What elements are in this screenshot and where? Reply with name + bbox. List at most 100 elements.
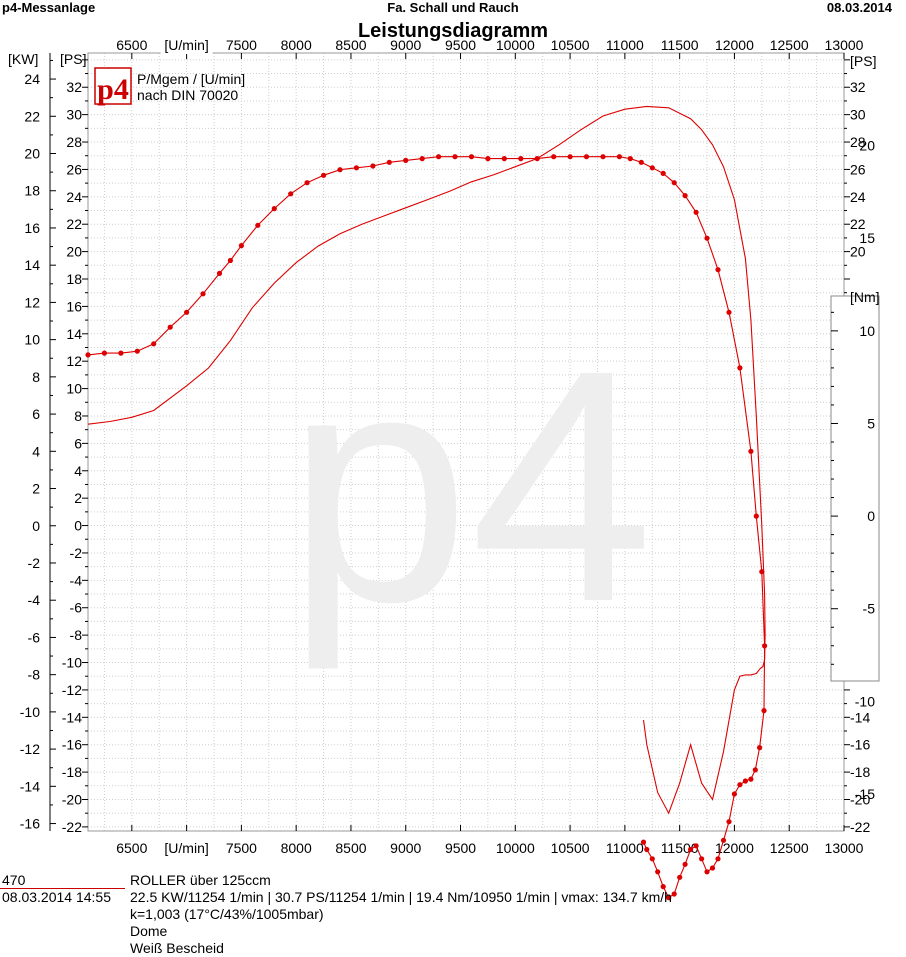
- x-tick-top: 9500: [445, 37, 476, 53]
- nm-tick-label: 15: [859, 230, 875, 246]
- torque-point: [216, 270, 223, 276]
- ps-tick-label: 18: [66, 271, 82, 287]
- torque-point: [666, 895, 672, 901]
- nm-tick-label: 0: [867, 508, 875, 524]
- torque-point: [655, 869, 661, 875]
- nm-axis-box: [830, 295, 880, 682]
- torque-point: [151, 341, 157, 347]
- nm-tick-label: -15: [855, 786, 875, 802]
- torque-point: [238, 243, 244, 249]
- x-tick-bottom: 8500: [335, 840, 366, 856]
- torque-point: [118, 350, 124, 356]
- kw-tick-label: -12: [20, 741, 40, 757]
- x-tick-bottom: 9000: [390, 840, 421, 856]
- serial-number: 470: [2, 872, 26, 888]
- ps-tick-label: -8: [70, 627, 83, 643]
- ps-tick-label: -10: [62, 655, 82, 671]
- torque-point: [403, 157, 409, 163]
- ps-right-tick-label: -14: [850, 709, 870, 725]
- torque-point: [419, 156, 425, 162]
- torque-point: [759, 569, 765, 575]
- torque-point: [255, 222, 261, 228]
- torque-point: [638, 159, 644, 165]
- torque-point: [682, 193, 688, 199]
- kw-tick-label: 4: [32, 443, 40, 459]
- ps-tick-label: 4: [74, 463, 82, 479]
- torque-point: [737, 365, 743, 371]
- ps-right-tick-label: 30: [850, 107, 866, 123]
- torque-point: [227, 257, 233, 264]
- ps-tick-label: -4: [70, 572, 83, 588]
- kw-tick-label: -6: [28, 629, 41, 645]
- torque-point: [583, 154, 590, 160]
- x-tick-top: 8000: [281, 37, 312, 53]
- torque-point: [627, 156, 633, 162]
- x-tick-bottom: 9500: [445, 840, 476, 856]
- torque-point: [640, 839, 647, 845]
- torque-point: [726, 309, 732, 315]
- torque-point: [731, 791, 738, 797]
- torque-point: [660, 884, 666, 890]
- torque-point: [567, 154, 573, 160]
- ps-tick-label: -20: [62, 791, 82, 807]
- nm-tick-label: 10: [859, 323, 875, 339]
- ps-tick-label: 10: [66, 381, 82, 397]
- x-tick-top: 10000: [496, 37, 535, 53]
- ps-tick-label: 32: [66, 79, 82, 95]
- torque-point: [660, 170, 666, 176]
- torque-point: [551, 154, 557, 160]
- torque-point: [644, 846, 650, 853]
- ps-tick-label: -18: [62, 764, 82, 780]
- x-axis-label-bottom: [U/min]: [164, 840, 208, 856]
- torque-point: [485, 156, 491, 162]
- torque-point: [715, 267, 721, 273]
- x-tick-bottom: 6500: [116, 840, 147, 856]
- ps-tick-label: 20: [66, 244, 82, 260]
- legend-line-1: P/Mgem / [U/min]: [137, 71, 245, 87]
- x-tick-top: 12500: [770, 37, 809, 53]
- x-tick-bottom: 13000: [825, 840, 864, 856]
- torque-point: [600, 154, 606, 160]
- ps-right-tick-label: -20: [850, 791, 870, 807]
- chart-curves: [85, 105, 768, 901]
- x-tick-top: 12000: [715, 37, 754, 53]
- torque-point: [720, 837, 727, 843]
- watermark-p4: p4: [286, 301, 653, 672]
- torque-point: [337, 167, 343, 173]
- x-tick-top: 13000: [825, 37, 864, 53]
- peak-results: 22.5 KW/11254 1/min | 30.7 PS/11254 1/mi…: [130, 889, 672, 905]
- ps-right-tick-label: -16: [850, 737, 870, 753]
- ps-tick-label: 16: [66, 298, 82, 314]
- ps-tick-label: -16: [62, 737, 82, 753]
- torque-point: [677, 874, 683, 880]
- nm-tick-label: 20: [859, 138, 875, 154]
- ps-right-axis-label: [PS]: [850, 53, 876, 69]
- torque-point: [288, 191, 294, 197]
- torque-point: [452, 154, 458, 160]
- kw-tick-label: 10: [24, 332, 40, 348]
- p4-logo: [94, 67, 132, 105]
- kw-tick-label: -4: [28, 592, 41, 608]
- torque-point: [682, 861, 688, 867]
- ps-right-tick-label: 26: [850, 161, 866, 177]
- ps-tick-label: 14: [66, 326, 82, 342]
- x-tick-top: 10500: [551, 37, 590, 53]
- torque-point: [616, 154, 623, 160]
- x-tick-bottom: 12000: [715, 840, 754, 856]
- ps-right-tick-label: -18: [850, 764, 870, 780]
- kw-tick-label: 8: [32, 369, 40, 385]
- x-tick-bottom: 10000: [496, 840, 535, 856]
- remark: Weiß Bescheid: [130, 940, 224, 956]
- torque-point: [386, 159, 392, 165]
- kw-tick-label: -14: [20, 778, 40, 794]
- ps-tick-label: 22: [66, 216, 82, 232]
- kw-tick-label: 2: [32, 481, 40, 497]
- torque-point: [468, 154, 475, 160]
- x-axis-label-top: [U/min]: [164, 37, 208, 53]
- x-label-bg-top: [160, 36, 213, 54]
- torque-point: [271, 206, 277, 212]
- torque-point: [518, 156, 524, 162]
- ps-tick-label: 2: [74, 490, 82, 506]
- ps-tick-label: 30: [66, 107, 82, 123]
